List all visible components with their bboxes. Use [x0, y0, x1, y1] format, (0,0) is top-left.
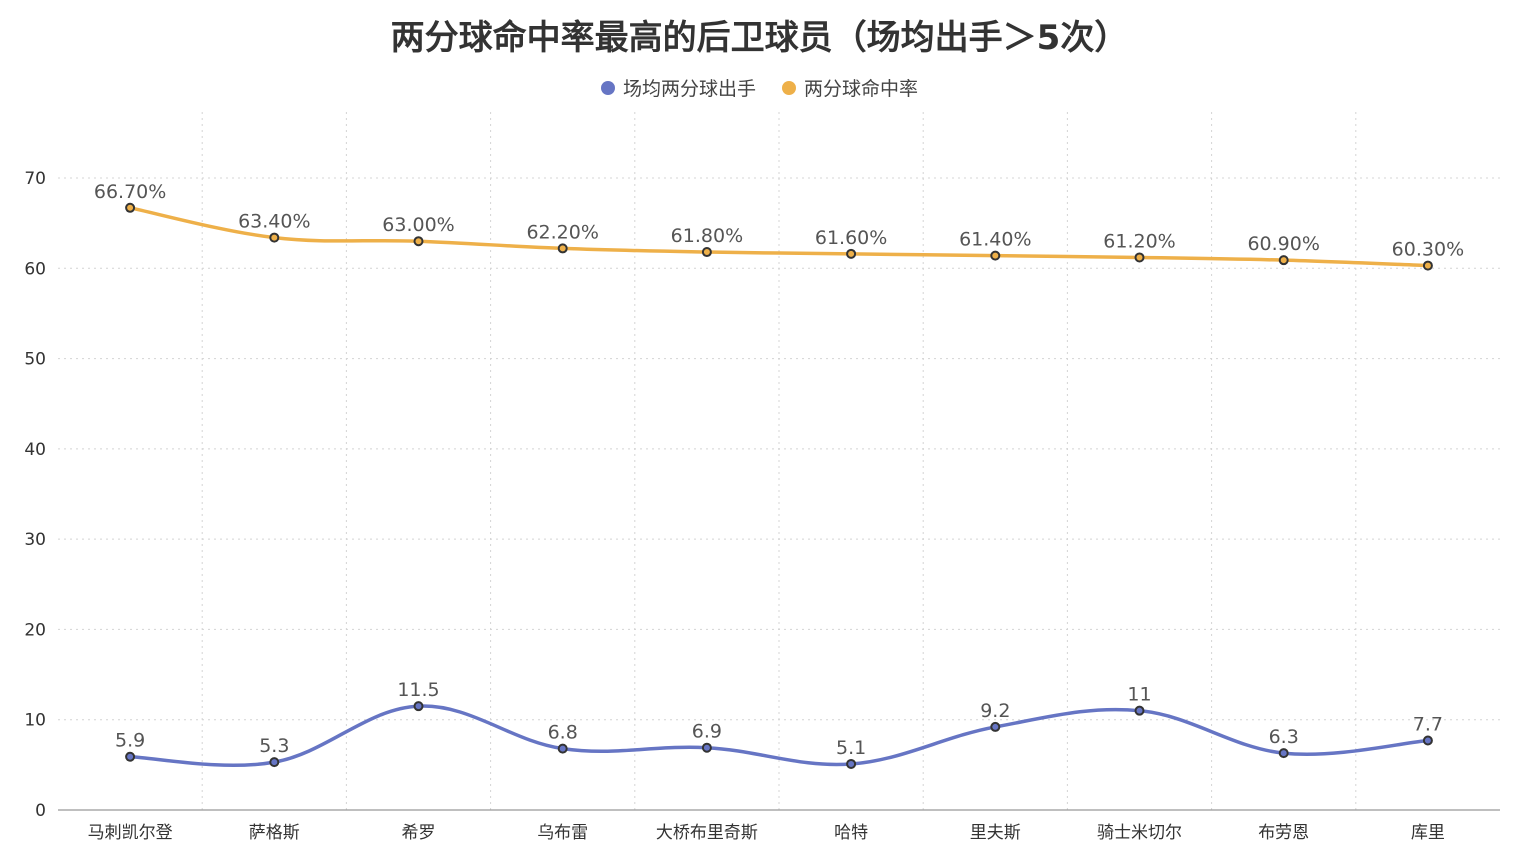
data-point — [269, 232, 280, 243]
data-label: 7.7 — [1413, 713, 1443, 735]
data-label: 11 — [1127, 684, 1151, 706]
x-tick-label: 马刺凯尔登 — [88, 823, 173, 843]
y-tick-label: 30 — [24, 530, 46, 550]
data-point — [125, 202, 136, 213]
data-label: 61.60% — [815, 227, 887, 249]
x-tick-label: 库里 — [1411, 823, 1445, 843]
chart-title: 两分球命中率最高的后卫球员（场均出手＞5次） — [390, 18, 1129, 58]
x-tick-label: 乌布雷 — [537, 823, 588, 843]
x-tick-label: 布劳恩 — [1258, 823, 1309, 843]
data-point — [557, 743, 568, 754]
data-point — [1422, 735, 1433, 746]
y-tick-label: 60 — [24, 259, 46, 279]
data-point — [413, 701, 424, 712]
data-point — [990, 721, 1001, 732]
data-label: 63.40% — [238, 211, 310, 233]
y-tick-label: 70 — [24, 169, 46, 189]
data-point — [557, 243, 568, 254]
data-label: 61.20% — [1103, 230, 1175, 252]
data-label: 60.90% — [1247, 233, 1319, 255]
y-tick-label: 0 — [35, 801, 46, 821]
data-point — [1134, 705, 1145, 716]
y-tick-label: 20 — [24, 620, 46, 640]
data-label: 61.80% — [671, 225, 743, 247]
data-point — [269, 757, 280, 768]
series-line-1 — [129, 206, 1428, 268]
data-label: 5.9 — [115, 730, 145, 752]
data-label: 61.40% — [959, 229, 1031, 251]
data-point — [846, 248, 857, 259]
series-line-0 — [130, 704, 1429, 768]
data-point — [413, 236, 424, 247]
data-label: 6.8 — [548, 722, 578, 744]
legend: 场均两分球出手 两分球命中率 — [0, 74, 1519, 101]
y-tick-label: 10 — [24, 711, 46, 731]
data-label: 6.3 — [1269, 726, 1299, 748]
data-point — [990, 250, 1001, 261]
legend-label-percentage: 两分球命中率 — [804, 78, 919, 100]
data-point — [701, 742, 712, 753]
data-label: 9.2 — [980, 700, 1010, 722]
data-label: 6.9 — [692, 721, 722, 743]
y-tick-label: 50 — [24, 350, 46, 370]
legend-label-attempts: 场均两分球出手 — [622, 78, 756, 100]
data-point — [1278, 255, 1289, 266]
data-point — [701, 247, 712, 258]
data-label: 11.5 — [397, 679, 439, 701]
data-point — [1278, 748, 1289, 759]
data-point — [1134, 252, 1145, 263]
data-label: 66.70% — [94, 181, 166, 203]
legend-item-attempts[interactable]: 场均两分球出手 — [600, 74, 756, 101]
data-label: 5.1 — [836, 737, 866, 759]
legend-swatch-attempts — [600, 80, 615, 95]
legend-item-percentage[interactable]: 两分球命中率 — [782, 74, 918, 101]
data-label: 63.00% — [382, 214, 454, 236]
y-tick-label: 40 — [24, 440, 46, 460]
data-point — [125, 751, 136, 762]
x-tick-label: 哈特 — [834, 823, 868, 843]
x-tick-label: 希罗 — [402, 823, 436, 843]
legend-swatch-percentage — [782, 80, 796, 95]
data-label: 5.3 — [259, 735, 289, 757]
data-point — [1422, 260, 1433, 271]
x-tick-label: 大桥布里奇斯 — [656, 823, 758, 843]
x-tick-label: 骑士米切尔 — [1097, 823, 1182, 843]
data-point — [846, 758, 857, 769]
data-label: 60.30% — [1392, 239, 1464, 261]
x-tick-label: 里夫斯 — [970, 823, 1021, 843]
x-tick-label: 萨格斯 — [249, 823, 300, 843]
data-label: 62.20% — [526, 221, 598, 243]
